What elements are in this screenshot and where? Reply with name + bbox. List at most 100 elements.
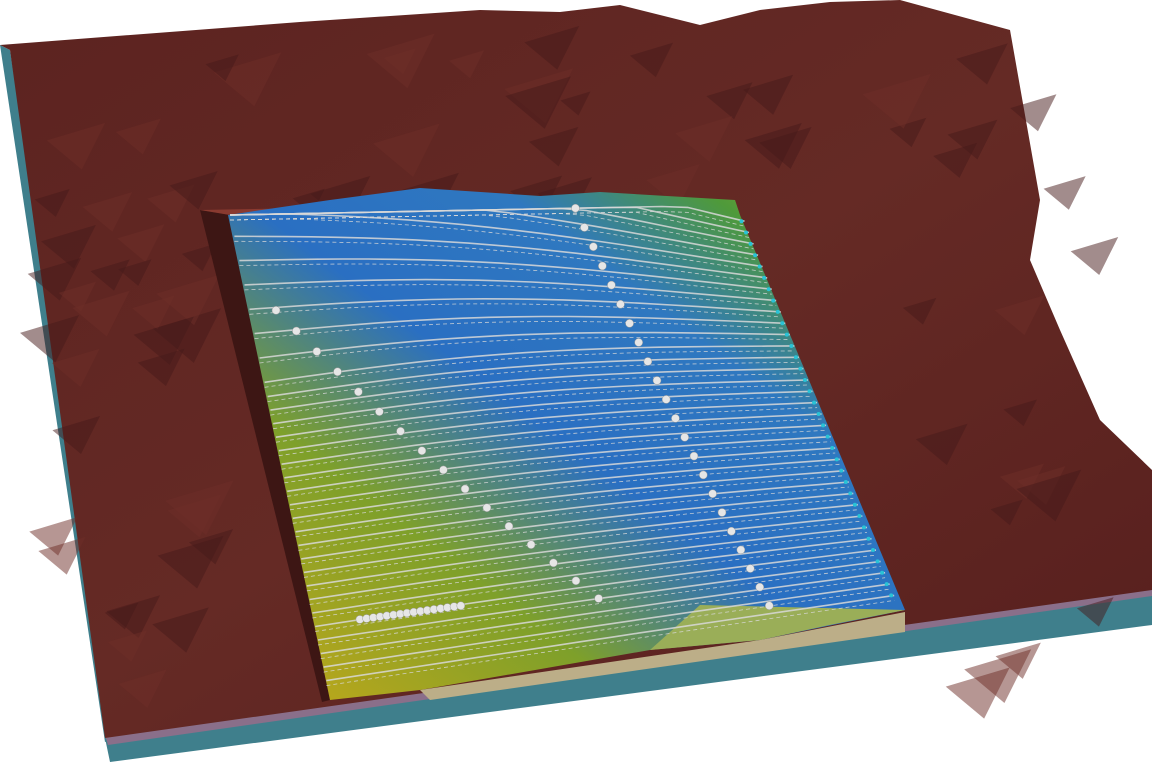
streamline-dashed [229, 214, 759, 261]
well-marker [607, 280, 616, 290]
streamline-dashed [315, 554, 877, 632]
terrain-facet [34, 189, 70, 217]
streamline [249, 297, 781, 313]
streamline [239, 258, 772, 290]
terrain-facet [889, 117, 927, 148]
pit-floor-cut [420, 605, 905, 690]
well-marker [717, 508, 727, 517]
streamline-endpoint [880, 570, 885, 575]
terrain-facet [629, 42, 673, 78]
well-marker [482, 503, 492, 512]
terrain-facet [205, 54, 239, 81]
streamline [270, 367, 804, 411]
streamline-dashed [264, 350, 795, 388]
streamline-endpoint [889, 593, 894, 598]
well-marker [625, 319, 634, 328]
streamline-endpoint [757, 264, 762, 269]
well-marker [504, 522, 514, 531]
well-marker [594, 594, 603, 603]
streamline [229, 213, 763, 268]
terrain-facet [152, 607, 209, 653]
streamline-endpoint [775, 309, 780, 314]
terrain-facet [29, 517, 78, 556]
pit-left-wall [200, 210, 330, 702]
streamline-endpoint [812, 400, 817, 405]
terrain-facet [505, 76, 571, 129]
terrain-facet [46, 122, 106, 170]
streamline-endpoint [821, 423, 826, 428]
terrain-facet [181, 243, 217, 272]
streamline [281, 413, 822, 465]
well-marker [333, 367, 342, 376]
well-marker [456, 601, 466, 610]
terrain-facet [169, 171, 218, 210]
terrain-facet [132, 295, 175, 330]
well-marker [634, 338, 643, 347]
streamline-endpoint [834, 457, 839, 462]
terrain-facet [383, 48, 417, 75]
well-marker [671, 414, 680, 423]
streamline [303, 503, 858, 574]
streamline-dashed [254, 321, 786, 339]
streamline-dashed [326, 600, 895, 686]
terrain-facet [675, 116, 733, 162]
streamline-endpoint [771, 298, 776, 303]
streamline-endpoint [744, 230, 749, 235]
streamline [323, 583, 890, 668]
streamline-endpoint [766, 287, 771, 292]
streamline-endpoint [816, 411, 821, 416]
streamline-dashed [301, 498, 854, 565]
streamline [244, 278, 777, 302]
well-marker [765, 601, 774, 610]
terrain-facet [41, 224, 96, 269]
streamline-dashed [244, 284, 777, 306]
well-marker [312, 347, 322, 356]
terrain-facet [646, 163, 700, 207]
streamline [273, 379, 809, 425]
streamline-endpoint [802, 377, 807, 382]
well-marker [689, 451, 699, 461]
streamline-endpoint [762, 275, 767, 280]
well-marker [598, 261, 607, 271]
terrain-facet [165, 480, 234, 536]
streamline-dashed [234, 240, 768, 284]
terrain-facet [956, 43, 1008, 85]
terrain-facet [1010, 94, 1057, 132]
streamline-endpoint [825, 434, 830, 439]
streamline-dashed [275, 395, 813, 443]
well-marker [417, 446, 427, 455]
streamline-dashed [267, 361, 799, 402]
streamline-endpoint [861, 525, 866, 530]
terrain-facet [133, 316, 194, 365]
well-marker [680, 433, 689, 442]
well-marker [526, 540, 536, 549]
streamline-endpoint [807, 389, 812, 394]
well-marker [661, 395, 671, 404]
streamline [267, 356, 799, 398]
streamline [229, 209, 759, 256]
streamline-endpoint [784, 332, 789, 337]
streamline [264, 345, 795, 384]
well-marker [460, 484, 470, 494]
well-marker [571, 203, 580, 213]
well-marker [354, 387, 363, 397]
well-marker [589, 242, 598, 251]
streamline-dashed [273, 384, 809, 430]
streamline-dashed [312, 543, 872, 619]
terrain-facet [994, 295, 1045, 336]
terrain-facet [115, 118, 161, 155]
terrain-facet [862, 73, 932, 129]
streamline-dashed [281, 418, 822, 470]
streamline-endpoint [875, 559, 880, 564]
streamline [312, 537, 872, 614]
streamline [326, 594, 895, 682]
streamline-endpoint [839, 468, 844, 473]
terrain-facet [27, 257, 82, 301]
terrain-facet [915, 423, 968, 466]
streamline-endpoint [884, 582, 889, 587]
terrain-facet [117, 224, 165, 263]
streamline-endpoint [852, 502, 857, 507]
well-marker [699, 470, 708, 480]
terrain-facet [449, 50, 485, 79]
